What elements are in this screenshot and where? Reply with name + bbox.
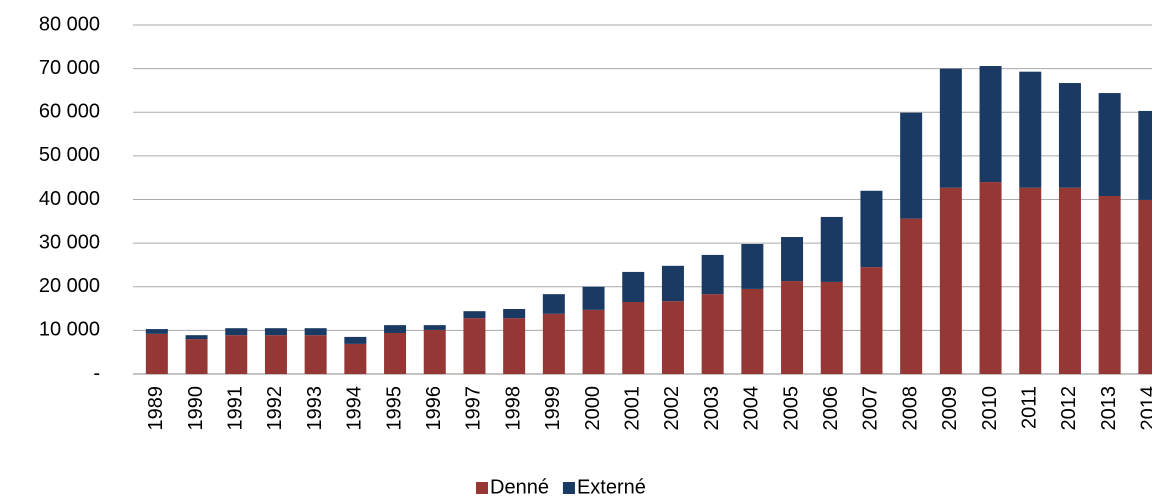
bar xyxy=(820,281,843,374)
bar xyxy=(185,335,208,340)
bar xyxy=(384,325,407,333)
bar xyxy=(463,318,486,374)
bar xyxy=(820,216,843,282)
x-tick-label: 1992 xyxy=(264,386,286,431)
bar xyxy=(384,332,407,374)
bar xyxy=(781,281,804,374)
bar xyxy=(979,182,1002,374)
y-tick-label: 40 000 xyxy=(39,188,100,210)
bar xyxy=(225,328,248,336)
x-tick-label: 1996 xyxy=(423,386,445,431)
x-tick-label: 2002 xyxy=(661,386,683,431)
bar xyxy=(1138,199,1152,374)
y-tick-label: 10 000 xyxy=(39,319,100,341)
bar xyxy=(741,243,764,289)
bar xyxy=(900,218,923,374)
bar xyxy=(1019,187,1042,374)
y-tick-label: 20 000 xyxy=(39,275,100,297)
x-tick-label: 1994 xyxy=(344,386,366,431)
y-tick-label: 50 000 xyxy=(39,144,100,166)
x-tick-label: 2014 xyxy=(1138,386,1152,431)
bar xyxy=(661,265,684,302)
x-tick-label: 2005 xyxy=(780,386,802,431)
x-tick-label: 2006 xyxy=(820,386,842,431)
x-tick-label: 2013 xyxy=(1098,386,1120,431)
bar xyxy=(304,328,327,336)
bar xyxy=(264,328,287,336)
y-tick-label: 70 000 xyxy=(39,57,100,79)
bar xyxy=(1058,83,1081,188)
bar xyxy=(304,335,327,374)
bar xyxy=(622,271,645,303)
x-tick-label: 2004 xyxy=(741,386,763,431)
bar xyxy=(185,339,208,374)
bar xyxy=(979,66,1002,183)
bar xyxy=(661,301,684,374)
bar xyxy=(701,294,724,374)
bar xyxy=(622,302,645,374)
bar xyxy=(1058,187,1081,374)
bar xyxy=(542,294,565,314)
bar xyxy=(701,254,724,295)
legend-label: Denné xyxy=(490,476,549,497)
x-tick-label: 2011 xyxy=(1019,386,1041,429)
x-tick-label: 1995 xyxy=(383,386,405,431)
x-tick-label: 1999 xyxy=(542,386,564,431)
legend-swatch xyxy=(562,482,575,494)
x-tick-label: 2000 xyxy=(582,386,604,431)
bar xyxy=(741,288,764,374)
x-tick-label: 1997 xyxy=(463,386,485,431)
bar xyxy=(860,267,883,374)
bar xyxy=(344,343,367,374)
x-tick-label: 2012 xyxy=(1058,386,1080,431)
bar xyxy=(542,313,565,374)
x-tick-label: 2003 xyxy=(701,386,723,431)
y-tick-label: 60 000 xyxy=(39,101,100,123)
bar xyxy=(781,237,804,282)
legend-label: Externé xyxy=(577,476,646,497)
bar xyxy=(1098,196,1121,374)
x-tick-label: 1993 xyxy=(304,386,326,431)
bar xyxy=(1019,71,1042,188)
bar xyxy=(1138,110,1152,200)
x-tick-label: 2009 xyxy=(939,386,961,431)
bar xyxy=(1098,93,1121,197)
bar xyxy=(463,311,486,319)
x-tick-label: 2001 xyxy=(622,386,644,431)
y-tick-label: 30 000 xyxy=(39,231,100,253)
y-tick-label: 80 000 xyxy=(39,13,100,35)
bar xyxy=(225,335,248,374)
x-tick-label: 1990 xyxy=(185,386,207,431)
bar xyxy=(860,190,883,268)
x-tick-label: 2008 xyxy=(899,386,921,431)
bar xyxy=(145,333,168,374)
legend-swatch xyxy=(476,482,488,494)
bar xyxy=(582,309,605,374)
bar xyxy=(423,329,446,374)
x-tick-label: 1991 xyxy=(225,386,247,431)
bar xyxy=(423,325,446,330)
bar xyxy=(582,286,605,310)
bar xyxy=(145,329,168,334)
bar xyxy=(900,112,923,219)
bar xyxy=(939,68,962,188)
x-tick-label: 1998 xyxy=(502,386,524,431)
x-tick-label: 2010 xyxy=(979,386,1001,431)
x-tick-label: 2007 xyxy=(860,386,882,431)
x-tick-label: 1989 xyxy=(145,386,167,431)
bar xyxy=(503,318,526,374)
bar xyxy=(264,335,287,374)
bar xyxy=(939,187,962,374)
bar xyxy=(503,308,526,319)
y-tick-label: - xyxy=(93,362,100,384)
bar xyxy=(344,336,367,344)
